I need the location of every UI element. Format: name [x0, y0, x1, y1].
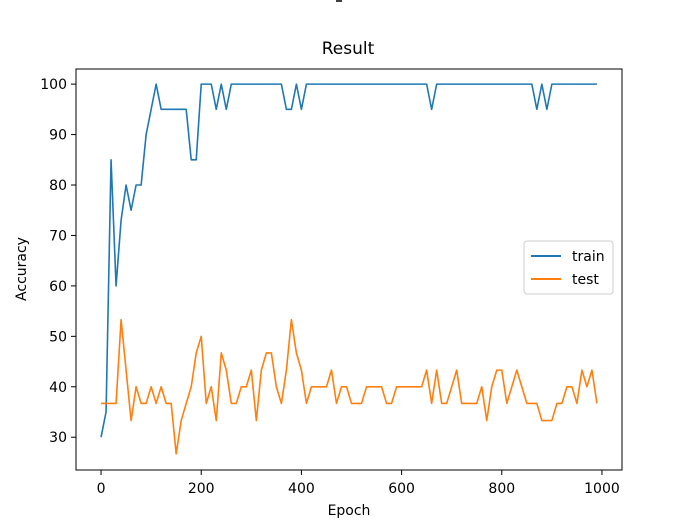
y-tick-label: 50 — [49, 329, 67, 345]
y-tick-label: 90 — [49, 128, 67, 144]
y-tick-label: 60 — [49, 279, 67, 295]
legend-label-test: test — [572, 272, 599, 288]
x-tick-label: 400 — [288, 481, 315, 497]
y-tick-label: 100 — [40, 77, 67, 93]
series-line-train — [100, 83, 597, 438]
x-tick-label: 1000 — [584, 481, 620, 497]
legend-label-train: train — [572, 249, 605, 265]
y-tick-label: 70 — [49, 228, 67, 244]
x-tick-label: 0 — [97, 481, 106, 497]
x-tick-label: 600 — [388, 481, 415, 497]
axes-frame — [75, 68, 623, 471]
y-axis-ticks: 30 40 50 60 70 80 90 100 — [40, 77, 76, 446]
x-axis-label: Epoch — [328, 503, 371, 519]
plot-area — [100, 83, 598, 455]
legend: train test — [523, 240, 614, 295]
series-line-test — [101, 318, 598, 455]
y-tick-label: 30 — [49, 430, 67, 446]
legend-box — [523, 240, 614, 295]
chart-title: Result — [322, 39, 375, 59]
x-axis-ticks: 0 200 400 600 800 1000 — [97, 470, 620, 497]
y-tick-label: 80 — [49, 178, 67, 194]
x-tick-label: 200 — [188, 481, 215, 497]
y-tick-label: 40 — [49, 380, 67, 396]
x-tick-label: 800 — [488, 481, 515, 497]
y-axis-label: Accuracy — [14, 237, 30, 301]
